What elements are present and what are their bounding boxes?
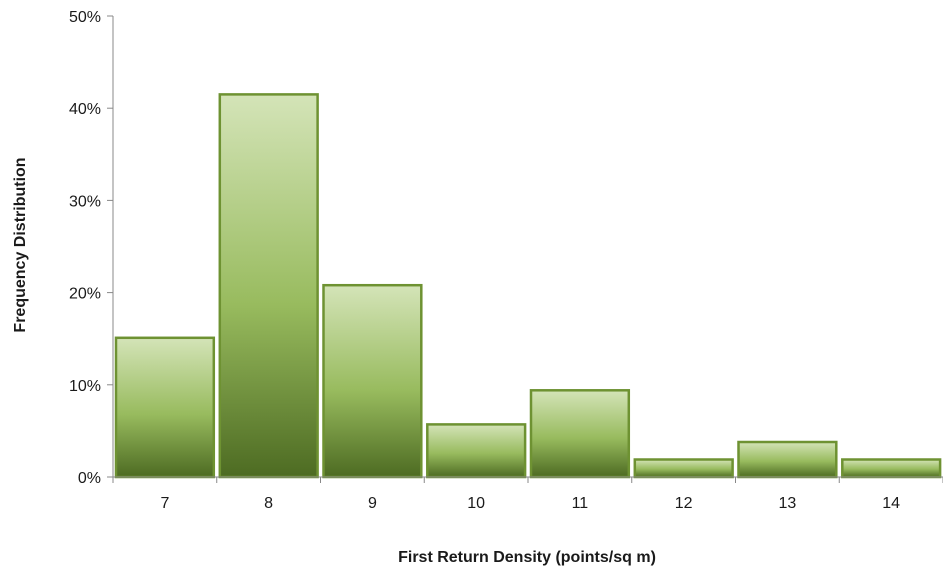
x-tick-label: 11 — [572, 495, 589, 512]
y-tick-label: 50% — [69, 9, 101, 26]
bar-8 — [218, 93, 319, 479]
y-tick-label: 30% — [69, 193, 101, 210]
x-tick-label: 7 — [160, 495, 169, 512]
x-axis-ticks: 7 8 9 10 11 12 13 14 — [112, 477, 943, 512]
bar-10 — [426, 423, 527, 479]
plot-area: 0% 10% 20% 30% 40% 50% 7 8 9 10 11 12 13 14 — [69, 9, 943, 512]
bar-11 — [529, 389, 631, 479]
y-tick-label: 10% — [69, 378, 101, 395]
bar-7 — [114, 336, 216, 479]
x-axis-title: First Return Density (points/sq m) — [398, 549, 656, 566]
x-tick-label: 9 — [368, 495, 377, 512]
bar-13 — [737, 440, 838, 479]
y-axis-title: Frequency Distribution — [12, 157, 29, 332]
bar-14 — [841, 458, 942, 479]
x-tick-label: 14 — [882, 495, 900, 512]
x-tick-label: 12 — [675, 495, 693, 512]
y-tick-label: 40% — [69, 101, 101, 118]
y-tick-label: 0% — [78, 470, 101, 487]
bars — [114, 93, 942, 479]
x-tick-label: 10 — [467, 495, 485, 512]
bar-12 — [633, 458, 734, 479]
y-axis-ticks: 0% 10% 20% 30% 40% 50% — [69, 9, 113, 487]
bar-9 — [322, 283, 423, 479]
y-tick-label: 20% — [69, 286, 101, 303]
x-tick-label: 13 — [779, 495, 797, 512]
x-tick-label: 8 — [264, 495, 273, 512]
